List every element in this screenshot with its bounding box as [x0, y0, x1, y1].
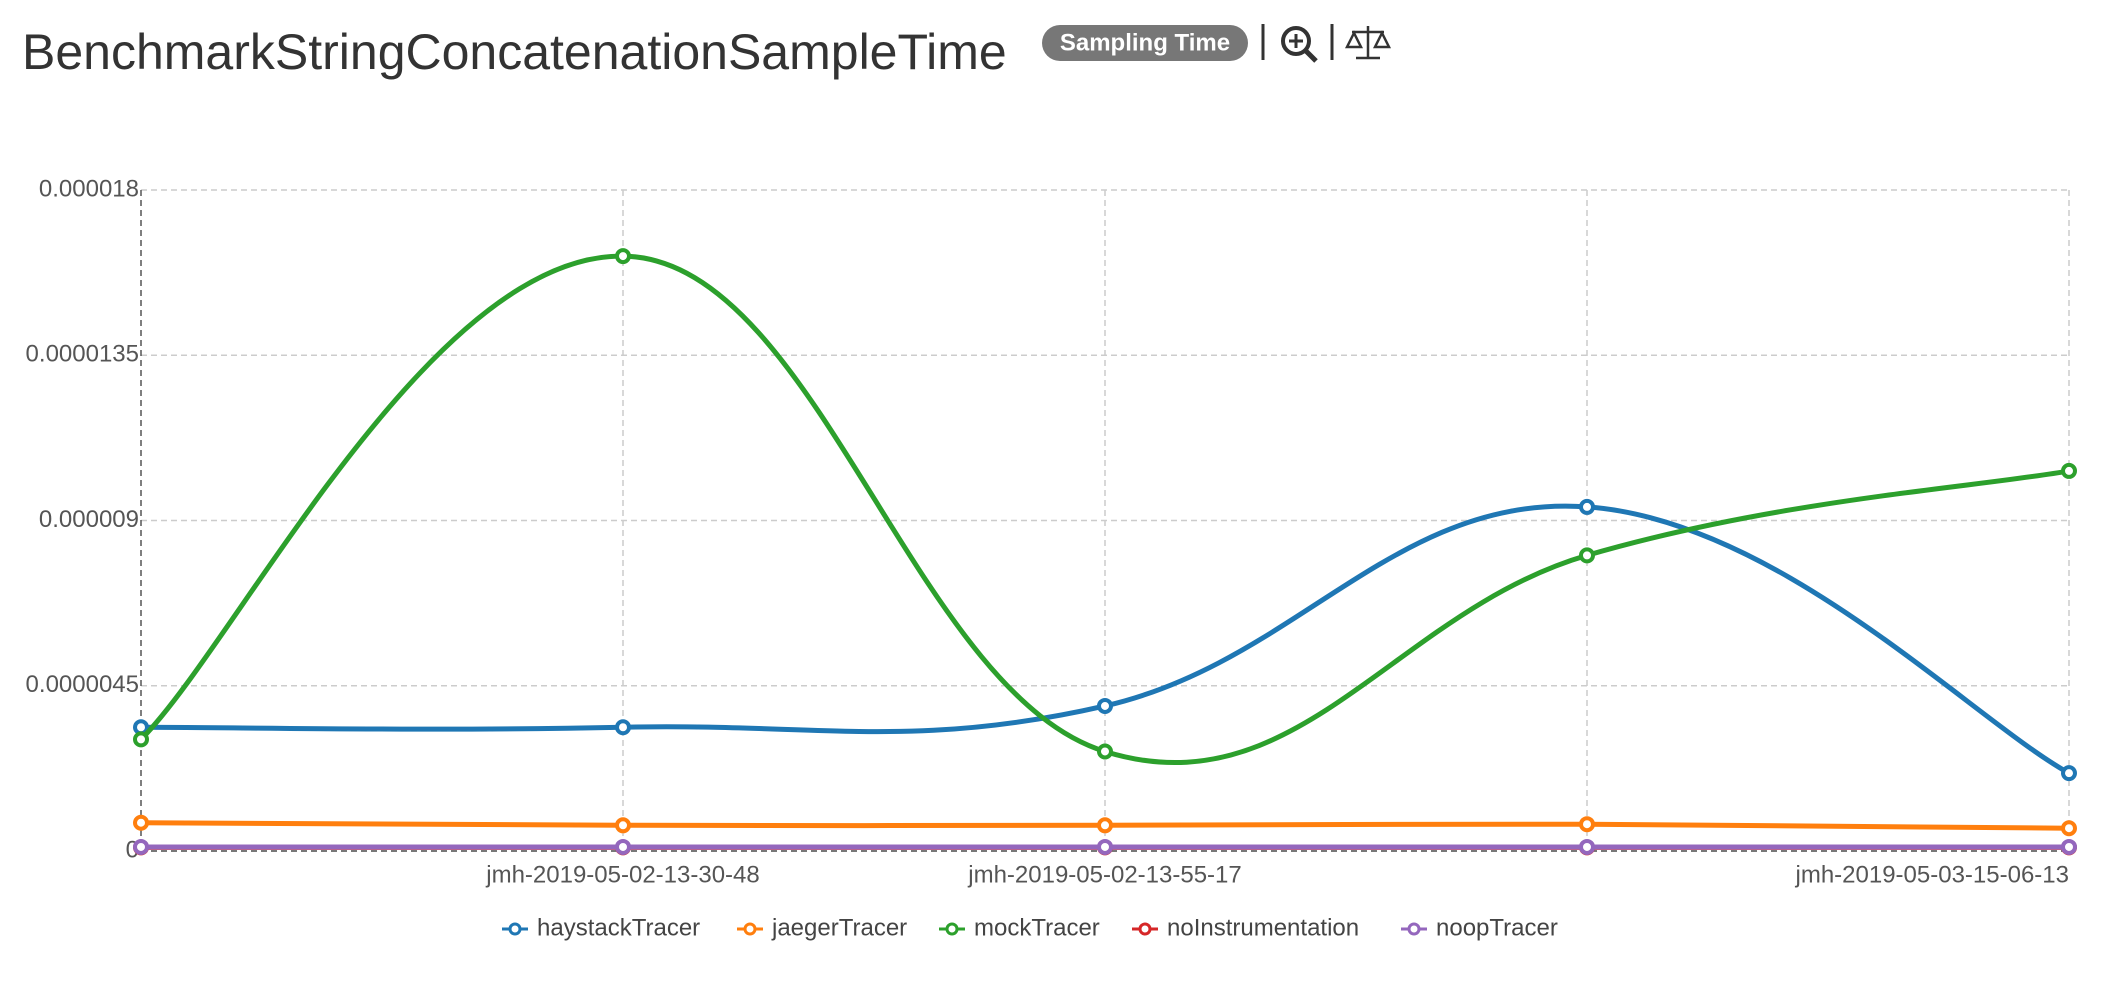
scale-icon[interactable]: [1344, 26, 1392, 60]
legend-marker: [508, 922, 522, 936]
x-tick-label: jmh-2019-05-02-13-30-48: [485, 861, 760, 888]
zoom-icon[interactable]: [1281, 26, 1318, 63]
legend-marker: [1138, 922, 1152, 936]
legend-marker: [1407, 922, 1421, 936]
y-tick-label: 0.000018: [39, 175, 139, 202]
point: [1579, 816, 1595, 833]
point: [2061, 765, 2077, 782]
point: [615, 248, 631, 265]
y-tick-label: 0.0000135: [26, 341, 139, 368]
legend-label[interactable]: haystackTracer: [537, 914, 700, 941]
point: [615, 719, 631, 736]
legend-label[interactable]: mockTracer: [974, 914, 1100, 941]
legend-marker: [945, 922, 959, 936]
x-tick-label: jmh-2019-05-02-13-55-17: [967, 861, 1242, 888]
y-tick-label: 0.000009: [39, 506, 139, 533]
point: [133, 838, 149, 855]
chart-title: BenchmarkStringConcatenationSampleTime: [22, 24, 1007, 80]
y-tick-label: 0.0000045: [26, 671, 139, 698]
point: [1097, 697, 1113, 714]
point: [133, 814, 149, 831]
point: [615, 817, 631, 834]
point: [1097, 743, 1113, 760]
x-tick-label: jmh-2019-05-03-15-06-13: [1795, 861, 2070, 888]
point: [2061, 838, 2077, 855]
point: [2061, 462, 2077, 479]
point: [1579, 838, 1595, 855]
point: [1097, 817, 1113, 834]
point: [2061, 820, 2077, 837]
badge-label: Sampling Time: [1060, 29, 1230, 56]
series-line: [139, 253, 2070, 766]
series-line: [140, 503, 2071, 776]
point: [133, 731, 149, 748]
point: [1097, 838, 1113, 855]
badge[interactable]: [1042, 25, 1248, 61]
legend-marker: [743, 922, 757, 936]
legend-label[interactable]: noopTracer: [1436, 914, 1558, 941]
point: [615, 838, 631, 855]
point: [1579, 498, 1595, 515]
point: [1579, 547, 1595, 564]
legend-label[interactable]: jaegerTracer: [771, 914, 907, 941]
legend-label[interactable]: noInstrumentation: [1167, 914, 1359, 941]
